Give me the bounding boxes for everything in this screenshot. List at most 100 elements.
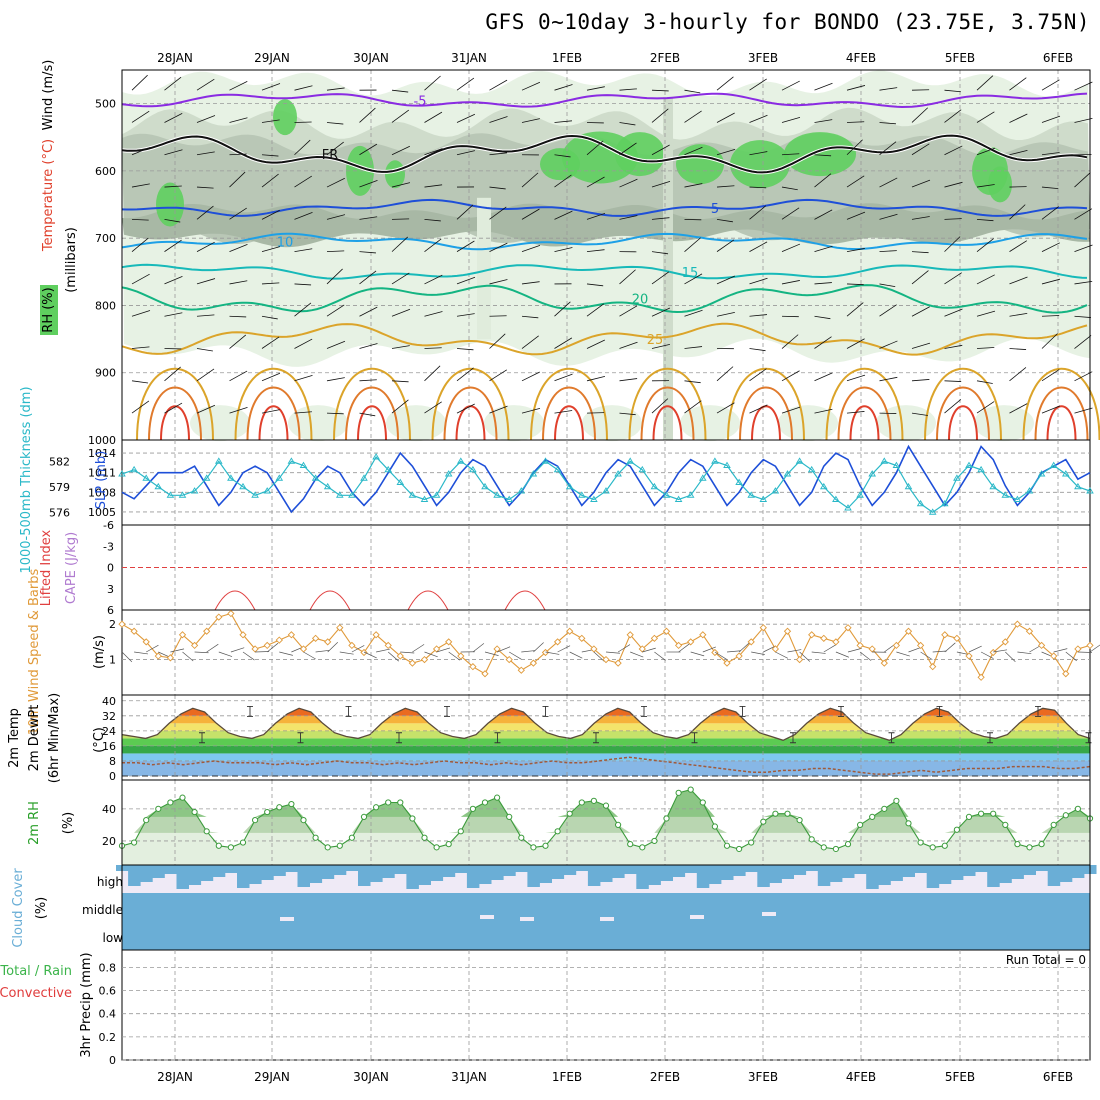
wind-barb [131,110,150,123]
wind-barb [391,89,409,93]
dewpoint-line [122,756,1091,775]
rh-point [1038,841,1045,848]
wind-barb [684,400,702,414]
wind-barb [781,280,800,285]
wind-speed-point [166,654,175,662]
pressure-tick-label: 900 [95,367,116,380]
thickness-point [166,491,175,498]
rh-point [590,797,598,804]
rh-point [941,842,948,849]
wind-barb [489,333,506,349]
wind-barb [1074,335,1092,349]
temp-band [122,760,1090,776]
wind-barb [131,183,150,188]
rh-point [808,836,815,843]
rh-point [481,799,489,806]
date-label-top: 1FEB [552,51,582,65]
wind-barb [294,212,313,220]
wind-barb [763,645,777,653]
temp-tick-label: 8 [109,755,116,768]
rh-point [1074,805,1082,812]
surface-temp-contour [345,386,399,441]
cloud-high-bar [1011,865,1024,879]
wind-barb [879,340,898,349]
cloud-high-bar [926,865,940,888]
wind-barb [944,181,963,188]
thickness-point [711,457,719,464]
wind-barb [879,376,898,382]
temp-band [122,715,1090,724]
wind-barb [651,108,669,123]
wind-barb [359,107,376,123]
wind-barb [196,151,215,156]
wind-barb [359,270,377,285]
isotherm-label: 5 [711,202,719,217]
rh-point [360,813,368,820]
wind-barb [651,180,671,188]
rh-surface-patch [484,405,544,442]
cloud-high-bar [842,865,855,878]
wind-barb [944,218,962,220]
wind-speed-point [1086,641,1094,650]
wind-barb [716,275,736,285]
pressure-tick-label: 600 [95,165,116,178]
cloud-high-bar [273,865,286,876]
wind-speed-point [747,638,755,646]
wind-barb [1009,403,1028,414]
rh-point [348,834,355,841]
wind-barb [642,647,656,653]
cloud-gap [480,915,494,919]
wind-barb [359,143,378,156]
temp-tick-label: 16 [102,740,116,753]
rh-point [760,818,767,825]
cloud-high-bar [1035,865,1049,871]
wind-barb [944,380,962,382]
wind-barb [944,642,956,653]
wind-barb [593,651,605,662]
wind-barb [976,347,995,349]
wind-barb [229,81,248,91]
wind-barb [230,647,245,653]
minmax-whisker [297,732,304,744]
wind-barb [326,177,345,188]
thickness-point [130,465,138,473]
thickness-point [759,495,768,502]
cloud-high-bar [950,865,964,880]
wind-barb [684,146,703,156]
wind-barb [586,303,605,317]
wind-barb [684,183,703,188]
wind-barb [911,412,928,416]
wind-speed-point [311,634,320,642]
slp-tick-label: 1005 [88,506,116,519]
wind-barb [846,175,865,188]
thickness-point [578,491,586,498]
wind-speed-point [287,631,296,639]
rh-point [651,837,658,845]
wind-barb [1074,117,1093,123]
cloud-high-bar [817,865,831,886]
wind-barb [879,87,898,91]
wind-barb [716,402,735,414]
wind-barb [472,643,485,653]
cloud-high-bar [781,865,794,879]
wind-barb [651,251,669,255]
precip-convective-label: Convective [0,986,72,1001]
wind-speed-point [178,631,187,639]
wind-speed-point [517,666,525,674]
wind-speed-point [929,663,937,671]
lifted-index-bump [504,590,546,611]
wind-barb [1065,651,1077,662]
wind-barb [749,368,767,382]
rh-point [675,789,682,796]
isotherm-label: 20 [632,293,649,308]
minmax-whisker [444,705,450,717]
thickness-point [723,461,731,468]
wind-barb [654,651,666,661]
minmax-label: (6hr Min/Max) [47,693,62,783]
cloud-high-bar [963,865,976,876]
thickness-point [856,491,864,498]
rh2m-unit-label: (%) [61,812,76,835]
precip-tick-label: 0.2 [99,1031,117,1044]
wind-barb [586,212,606,220]
